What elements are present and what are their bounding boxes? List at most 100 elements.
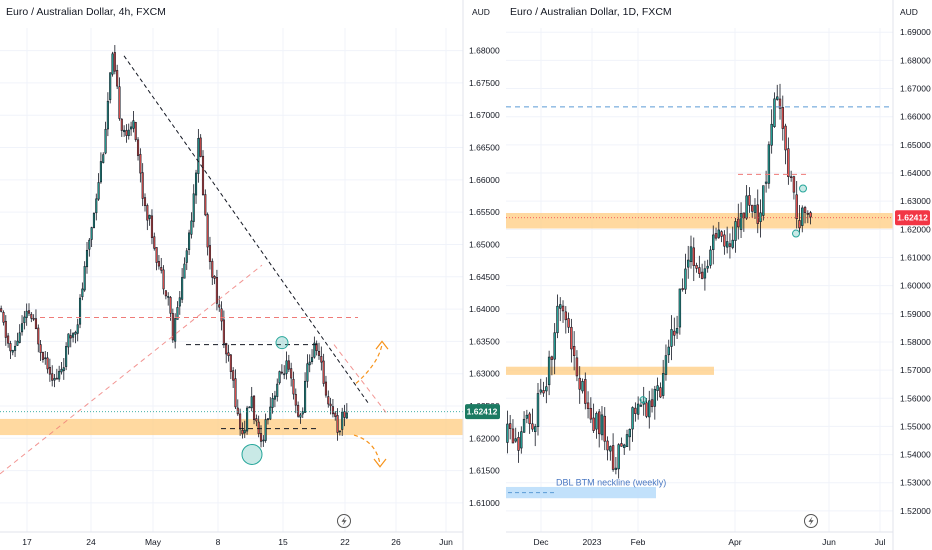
candle-up [689,246,693,262]
right-candles [506,83,812,479]
right-time-axis[interactable]: Dec 2023 Feb Apr Jun Jul [533,537,885,547]
candle-up [625,434,629,447]
bearish-projection-arrow[interactable] [353,434,381,465]
candle-up [687,259,690,268]
candle-up [90,227,93,240]
candle-down [32,317,35,320]
candle-down [146,205,149,221]
left-drawings[interactable] [0,55,463,475]
candle-down [215,277,218,304]
candle-up [525,414,529,419]
candle-down [320,356,323,363]
bottom-marker-circle[interactable] [241,443,263,465]
price-tick-label: 1.66000 [900,112,931,122]
price-tick-label: 1.60000 [900,281,931,291]
candle-up [739,213,743,230]
right-chart-panel[interactable]: Euro / Australian Dollar, 1D, FXCM DBL B… [506,0,931,550]
candle-up [767,144,771,184]
price-tick-label: 1.64500 [469,272,500,282]
candle-up [725,241,729,248]
neckline-zone [506,486,656,499]
candle-down [806,212,810,215]
candle-up [506,423,509,443]
candle-down [784,125,787,151]
candle-up [104,128,107,154]
candle-up [58,370,61,380]
right-price-axis[interactable]: 1.69000 1.68000 1.67000 1.66000 1.65000 1.640… [900,27,931,516]
candle-down [143,197,147,206]
candle-down [650,399,654,408]
candle-down [795,194,798,219]
time-tick-label: 24 [86,537,96,547]
candle-down [4,320,7,338]
price-tick-label: 1.68000 [469,46,500,56]
bullish-projection-arrow[interactable] [355,344,383,384]
candle-up [176,307,179,320]
price-tick-label: 1.63000 [469,369,500,379]
candle-up [717,229,721,238]
price-tick-label: 1.52000 [900,506,931,516]
candle-down [241,429,244,435]
top-marker-circle[interactable] [275,336,289,350]
candle-down [48,366,51,375]
candle-down [220,308,223,322]
candle-down [157,261,160,267]
candle-down [728,243,732,247]
candle-down [41,352,44,360]
top-marker-circle[interactable] [799,184,807,193]
candle-down [255,418,258,422]
candle-down [681,288,684,290]
candle-up [703,268,707,279]
candle-down [155,247,158,263]
candle-down [324,381,328,396]
candle-up [285,360,288,374]
left-chart-panel[interactable]: Euro / Australian Dollar, 4h, FXCM 17 24 M… [0,0,500,550]
candle-up [95,198,98,214]
candle-up [301,411,304,415]
right-drawings[interactable] [506,106,893,404]
candle-down [750,204,754,212]
rising-trendline[interactable] [0,264,263,475]
marker-circle[interactable] [639,396,647,404]
candle-up [271,397,274,408]
left-time-axis[interactable]: 17 24 May 8 15 22 26 Jun [22,537,453,547]
bottom-marker-circle[interactable] [792,229,800,238]
candle-down [778,98,782,109]
candle-up [148,214,151,219]
price-tick-label: 1.61000 [469,498,500,508]
candle-down [222,319,225,344]
candle-down [134,121,137,140]
candle-up [67,333,70,348]
candle-up [773,98,776,127]
candle-up [345,412,348,419]
candle-up [623,444,626,448]
candle-up [341,411,344,430]
price-tick-label: 1.63500 [469,336,500,346]
candle-up [99,161,102,183]
candle-down [206,214,209,248]
left-replay-icon[interactable] [337,514,351,528]
candle-up [18,332,21,343]
price-tick-label: 1.63000 [900,196,931,206]
candle-down [592,417,595,431]
candle-up [269,406,272,420]
left-candles [0,45,348,448]
candle-down [742,212,746,219]
price-tick-label: 1.56000 [900,393,931,403]
left-last-price-tag: 1.62412 [465,404,500,420]
candle-down [51,373,54,381]
price-tick-label: 1.67000 [900,84,931,94]
right-replay-icon[interactable] [804,514,818,528]
price-tick-label: 1.55000 [900,421,931,431]
candle-up [764,181,768,184]
candle-down [27,310,31,314]
candle-down [620,443,623,447]
candle-up [678,288,682,328]
candle-down [171,313,174,341]
candle-up [188,232,191,251]
candle-up [85,249,89,268]
descending-trendline[interactable] [123,55,369,404]
left-price-axis[interactable]: 1.68000 1.67500 1.67000 1.66500 1.66000 1.655… [469,46,500,508]
candle-up [197,138,200,174]
candle-down [169,297,172,314]
